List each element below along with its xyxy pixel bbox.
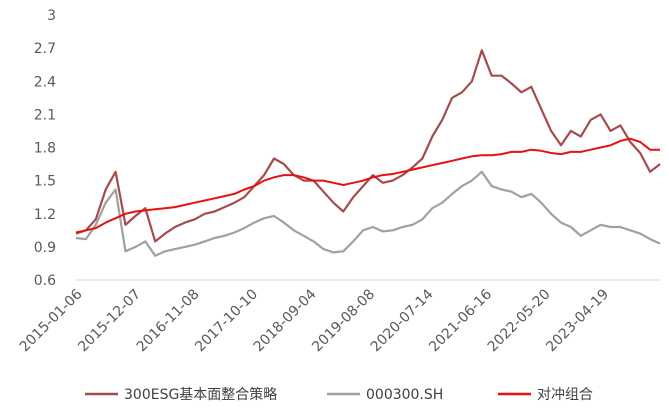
y-tick-label: 1.5: [34, 174, 56, 190]
legend-label: 000300.SH: [366, 387, 443, 403]
x-axis: 2015-01-062015-12-072016-11-082017-10-10…: [17, 279, 660, 355]
y-tick-label: 2.1: [34, 107, 56, 123]
y-tick-label: 1.2: [34, 207, 56, 223]
series-line-2: [75, 137, 660, 234]
x-tick-label: 2023-04-19: [543, 286, 612, 355]
y-tick-label: 2.7: [34, 41, 56, 57]
y-tick-label: 2.4: [34, 74, 56, 90]
y-axis: 3 2.7 2.4 2.1 1.8 1.5 1.2 0.9 0.6: [34, 8, 56, 289]
series-line-1: [75, 170, 661, 257]
y-tick-label: 1.8: [34, 141, 56, 157]
y-tick-label: 3: [47, 8, 56, 24]
legend: 300ESG基本面整合策略 000300.SH 对冲组合: [85, 386, 593, 403]
y-tick-label: 0.9: [34, 240, 56, 256]
legend-label: 300ESG基本面整合策略: [124, 386, 277, 403]
series-line-0: [75, 49, 661, 243]
y-tick-label: 0.6: [34, 273, 56, 289]
legend-label: 对冲组合: [537, 387, 593, 403]
series-layer: [75, 49, 661, 257]
